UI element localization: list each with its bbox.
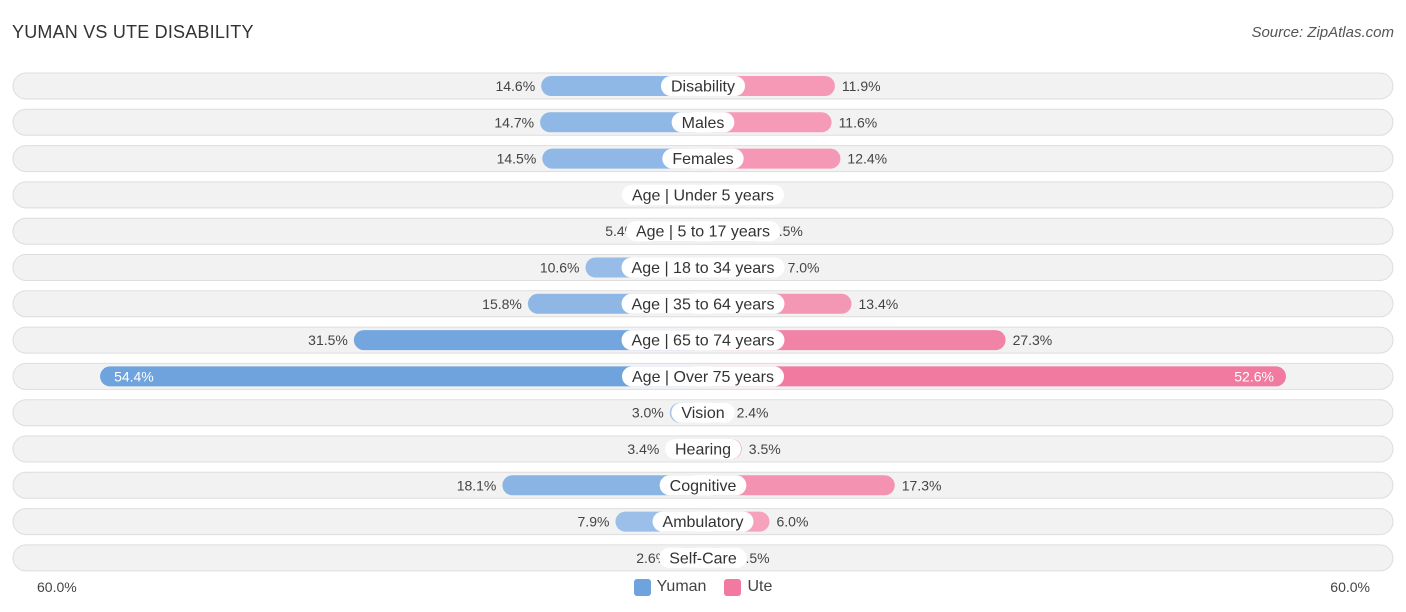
value-label-yuman: 31.5% xyxy=(308,332,348,348)
category-label: Age | Under 5 years xyxy=(632,187,774,204)
category-label: Ambulatory xyxy=(663,514,744,531)
value-label-yuman: 15.8% xyxy=(482,296,522,312)
chart-row: 14.6% 11.9% Disability xyxy=(12,72,1394,100)
source-note: Source: ZipAtlas.com xyxy=(1251,24,1394,41)
category-pill xyxy=(621,184,785,205)
category-pill xyxy=(662,148,744,169)
chart-row: 10.6% 7.0% Age | 18 to 34 years xyxy=(12,254,1394,281)
value-label-ute: 6.0% xyxy=(777,514,809,530)
value-label-ute: 13.4% xyxy=(859,296,899,312)
legend-label-yuman: Yuman xyxy=(656,578,707,595)
category-pill xyxy=(652,511,754,532)
value-label-yuman: 10.6% xyxy=(540,260,580,276)
value-label-ute: 17.3% xyxy=(902,477,942,493)
chart-row: 0.95%0.86%Age | Under 5 years xyxy=(12,181,1394,209)
value-label-yuman: 3.0% xyxy=(632,405,664,421)
value-label-yuman: 14.7% xyxy=(494,114,534,130)
category-pill xyxy=(625,221,781,242)
chart-row: 14.5% 12.4% Females xyxy=(12,145,1394,173)
legend-item-ute[interactable]: Ute xyxy=(724,578,772,596)
value-label-ute: 3.5% xyxy=(749,441,781,457)
category-pill xyxy=(622,366,784,387)
category-pill xyxy=(621,293,785,314)
chart-row: 54.4% 52.6% Age | Over 75 years xyxy=(12,362,1394,390)
value-label-ute: 27.3% xyxy=(1013,332,1053,348)
category-pill xyxy=(659,547,747,568)
value-label-ute: 11.6% xyxy=(839,114,878,130)
bar-yuman[interactable] xyxy=(502,475,703,496)
value-label-ute: 12.4% xyxy=(847,151,887,167)
chart-row: 14.7% 11.6% Males xyxy=(12,108,1394,136)
bar-ute[interactable] xyxy=(703,475,895,496)
category-label: Vision xyxy=(681,405,724,422)
category-label: Cognitive xyxy=(670,478,737,495)
axis-left-label: 60.0% xyxy=(37,579,77,595)
chart-row: 15.8% 13.4% Age | 35 to 64 years xyxy=(12,290,1394,318)
value-label-ute: 11.9% xyxy=(842,78,881,94)
value-label-ute: 52.6% xyxy=(1234,368,1274,384)
bar-yuman[interactable] xyxy=(542,148,703,169)
category-label: Age | 65 to 74 years xyxy=(632,333,775,350)
category-label: Females xyxy=(672,151,733,168)
value-label-yuman: 3.4% xyxy=(627,441,659,457)
axis-right-label: 60.0% xyxy=(1330,579,1370,595)
category-pill xyxy=(671,112,735,133)
value-label-yuman: 14.6% xyxy=(495,78,535,94)
category-pill xyxy=(621,257,785,278)
category-pill xyxy=(671,402,735,423)
chart-row: 18.1% 17.3% Cognitive xyxy=(12,471,1394,499)
value-label-ute: 2.4% xyxy=(737,405,769,421)
category-label: Males xyxy=(682,115,725,132)
chart-row: 2.6% 2.5%Self-Care xyxy=(12,544,1394,572)
chart-row: 3.0% 2.4% Vision xyxy=(12,399,1394,427)
category-label: Hearing xyxy=(675,442,731,459)
chart-title: YUMAN VS UTE DISABILITY xyxy=(12,22,254,42)
value-label-ute: 7.0% xyxy=(788,260,820,276)
legend: Yuman Ute xyxy=(0,578,1406,596)
value-label-yuman: 18.1% xyxy=(457,477,497,493)
category-label: Age | 35 to 64 years xyxy=(632,296,775,313)
bar-yuman[interactable] xyxy=(540,112,703,133)
legend-swatch-yuman xyxy=(633,578,651,596)
chart-row: 7.9% 6.0% Ambulatory xyxy=(12,508,1394,536)
chart-row: 31.5% 27.3% Age | 65 to 74 years xyxy=(12,326,1394,354)
chart-row: 3.4% 3.5% Hearing xyxy=(12,435,1394,463)
value-label-yuman: 7.9% xyxy=(578,514,610,530)
chart-row: 5.4% 5.5%Age | 5 to 17 years xyxy=(12,217,1394,245)
bar-yuman[interactable] xyxy=(353,330,703,351)
category-pill xyxy=(660,76,746,96)
category-label: Self-Care xyxy=(669,550,737,567)
category-pill xyxy=(621,330,785,351)
bar-ute[interactable] xyxy=(703,366,1286,387)
bar-yuman[interactable] xyxy=(100,366,704,387)
category-label: Age | Over 75 years xyxy=(632,369,774,386)
value-label-yuman: 14.5% xyxy=(497,151,537,167)
category-label: Age | 5 to 17 years xyxy=(636,224,770,241)
category-label: Age | 18 to 34 years xyxy=(632,260,775,277)
legend-swatch-ute xyxy=(724,578,742,596)
category-label: Disability xyxy=(671,79,735,96)
bar-ute[interactable] xyxy=(703,112,832,133)
legend-label-ute: Ute xyxy=(747,578,773,595)
value-label-yuman: 54.4% xyxy=(114,368,154,384)
category-pill xyxy=(664,439,742,459)
category-pill xyxy=(659,475,747,496)
legend-item-yuman[interactable]: Yuman xyxy=(633,578,707,596)
